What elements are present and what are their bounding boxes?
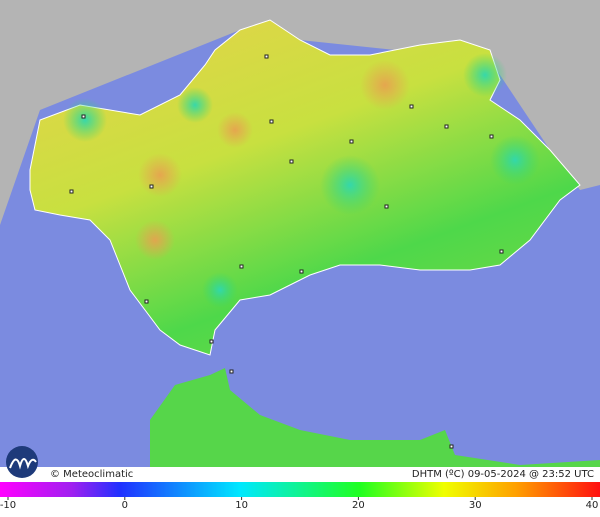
caption: DHTM (ºC) 09-05-2024 @ 23:52 UTC [412,469,594,480]
land-outside [0,0,600,225]
hotspots [63,53,540,308]
tick-label: 0 [122,500,128,511]
stations [69,54,504,449]
tick-label: -10 [0,500,16,511]
tick-label: 40 [586,500,599,511]
tick-label: 30 [469,500,482,511]
caption-strip [0,467,600,482]
tick-label: 20 [352,500,365,511]
brand: © Meteoclimatic [50,469,133,480]
color-bar [0,482,600,497]
scale-ticks: -10 0 10 20 30 40 [0,497,598,511]
andalusia [29,19,581,356]
morocco [150,368,600,467]
tick-label: 10 [235,500,248,511]
logo [6,446,38,478]
